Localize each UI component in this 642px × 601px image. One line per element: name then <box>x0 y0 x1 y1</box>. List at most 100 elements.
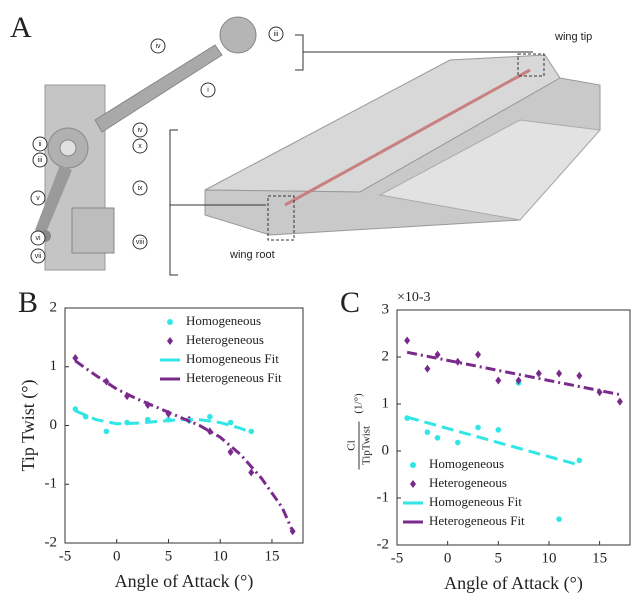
y-tick-label: 0 <box>382 442 390 458</box>
part-label: ii <box>38 141 42 148</box>
panel-label: A <box>10 11 32 44</box>
data-point <box>103 428 110 435</box>
part-label: iv <box>155 43 161 50</box>
part-label-badge <box>132 180 148 196</box>
x-tick-label: 5 <box>495 550 503 566</box>
x-axis-label: Angle of Attack (°) <box>444 573 583 594</box>
data-point <box>556 516 562 522</box>
part-label: v <box>36 195 40 202</box>
x-tick-label: 0 <box>113 548 121 564</box>
data-point <box>72 353 79 362</box>
y-axis-label: Tip Twist (°) <box>18 380 39 472</box>
y-tick-label: -1 <box>45 476 58 492</box>
legend-label: Heterogeneous Fit <box>429 513 525 528</box>
fit-line <box>406 415 580 467</box>
wing-tip-label: wing tip <box>554 31 592 43</box>
y-tick-label: 1 <box>50 358 58 374</box>
legend-swatch <box>410 462 416 468</box>
y-tick-label: -2 <box>377 536 390 552</box>
legend-label: Heterogeneous Fit <box>186 370 282 385</box>
y-tick-label: 0 <box>50 417 58 433</box>
fit-line <box>74 359 295 532</box>
offset-label: ×10-3 <box>397 290 431 305</box>
data-point <box>535 369 542 378</box>
part-label-badge <box>30 230 46 246</box>
part-label-badge <box>32 152 48 168</box>
y-tick-label: 3 <box>382 301 390 317</box>
x-tick-label: 10 <box>213 548 228 564</box>
data-point <box>596 388 603 397</box>
data-point <box>103 377 110 386</box>
data-point <box>454 439 461 446</box>
part-label-badge <box>132 234 148 250</box>
wing-root-label: wing root <box>229 249 275 261</box>
y-label-denominator: TipTwist <box>361 426 373 465</box>
x-tick-label: 5 <box>165 548 173 564</box>
legend-label: Heterogeneous <box>429 475 507 490</box>
part-label-badge <box>200 82 216 98</box>
part-label-badge <box>132 122 148 138</box>
legend-swatch <box>167 337 173 345</box>
y-label-unit: (1/°) <box>353 393 365 414</box>
legend-label: Heterogeneous <box>186 332 264 347</box>
panel-a-render <box>35 16 602 276</box>
x-tick-label: -5 <box>391 550 404 566</box>
x-tick-label: 15 <box>592 550 607 566</box>
data-point <box>515 376 522 385</box>
legend-swatch <box>167 319 173 325</box>
y-axis-label: Cl TipTwist (1/°) <box>346 393 373 470</box>
part-label-badge <box>150 38 166 54</box>
data-point <box>424 429 431 436</box>
y-tick-label: -2 <box>45 534 58 550</box>
data-point <box>576 457 583 464</box>
data-point <box>434 435 441 441</box>
part-label: vi <box>35 235 41 242</box>
data-point <box>207 413 213 420</box>
part-label-badge <box>268 26 284 42</box>
y-tick-label: -1 <box>377 489 390 505</box>
legend-swatch <box>410 480 416 488</box>
y-tick-label: 1 <box>382 395 390 411</box>
x-tick-label: 15 <box>264 548 279 564</box>
data-point <box>404 336 411 345</box>
part-label-badge <box>32 136 48 152</box>
legend-label: Homogeneous <box>186 313 261 328</box>
data-point <box>475 350 482 359</box>
part-label: vii <box>35 253 42 260</box>
part-label: x <box>138 143 142 150</box>
part-label: iv <box>137 127 143 134</box>
part-label-badge <box>30 190 46 206</box>
x-tick-label: 0 <box>444 550 452 566</box>
panel-label: B <box>18 286 38 319</box>
part-label: iii <box>38 157 43 164</box>
y-tick-label: 2 <box>382 348 390 364</box>
fit-line <box>74 409 252 434</box>
x-tick-label: -5 <box>59 548 72 564</box>
y-tick-label: 2 <box>50 299 58 315</box>
plot-frame <box>64 307 304 544</box>
panel-label: C <box>340 286 360 319</box>
data-point <box>495 376 502 385</box>
data-point <box>475 424 481 431</box>
y-label-numerator: Cl <box>346 440 358 450</box>
data-point <box>576 371 583 380</box>
data-point <box>495 427 502 433</box>
data-point <box>248 468 255 477</box>
data-point <box>424 364 431 373</box>
data-point <box>227 419 234 426</box>
part-label: iii <box>274 31 279 38</box>
part-label: viii <box>136 239 145 246</box>
part-label: i <box>207 87 209 94</box>
data-point <box>248 428 255 435</box>
fit-line <box>406 350 621 397</box>
x-axis-label: Angle of Attack (°) <box>115 571 254 592</box>
data-point <box>556 369 563 378</box>
legend-label: Homogeneous Fit <box>186 351 279 366</box>
part-label-badge <box>132 138 148 154</box>
legend-label: Homogeneous <box>429 456 504 471</box>
legend-label: Homogeneous Fit <box>429 494 522 509</box>
data-point <box>616 397 623 406</box>
part-label: ix <box>137 185 143 192</box>
part-label-badge <box>30 248 46 264</box>
